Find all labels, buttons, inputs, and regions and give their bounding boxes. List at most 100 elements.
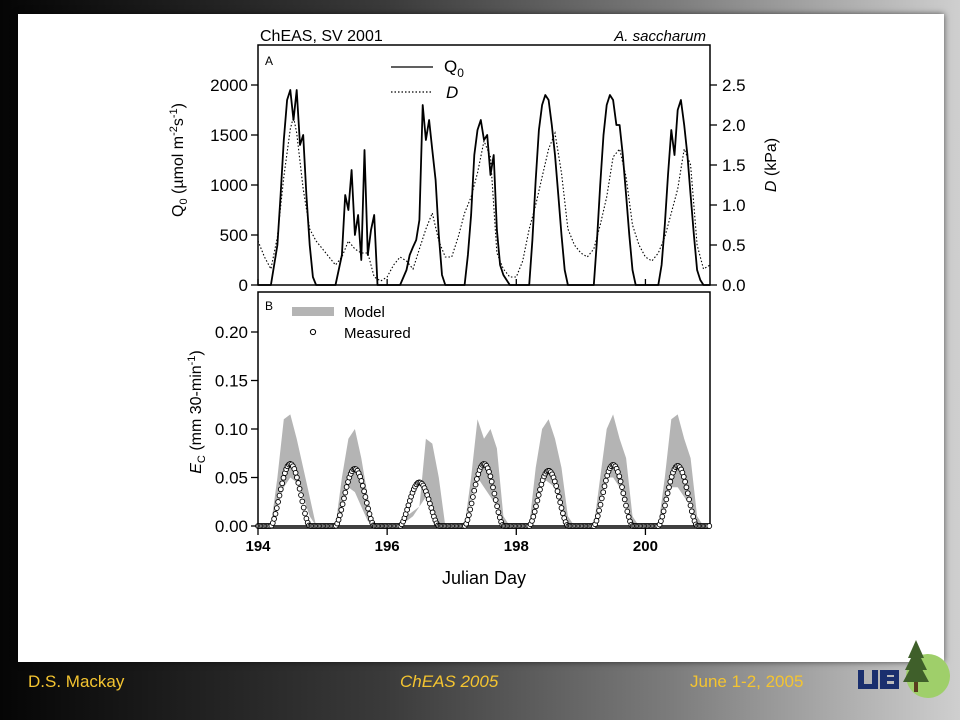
panel-b-x-tick-label: 198 xyxy=(504,538,529,555)
measured-point xyxy=(339,501,346,508)
panel-b-x-axis: 194 196 198 200 xyxy=(245,528,658,555)
panel-b-x-tick-label: 196 xyxy=(375,538,400,555)
measured-point xyxy=(342,489,349,496)
measured-point xyxy=(560,510,566,517)
panel-a-label: A xyxy=(265,54,273,68)
panel-a-species: A. saccharum xyxy=(613,28,706,45)
measured-point xyxy=(487,473,494,480)
measured-point xyxy=(302,510,308,517)
measured-point xyxy=(467,506,474,513)
measured-point xyxy=(335,516,342,523)
panel-b-label: B xyxy=(265,299,273,313)
measured-point xyxy=(299,498,306,505)
measured-point xyxy=(667,478,674,485)
panel-a-left-tick-label: 0 xyxy=(239,276,248,295)
measured-point xyxy=(598,495,605,502)
panel-a-right-tick-label: 1.5 xyxy=(722,156,746,175)
measured-point xyxy=(296,485,303,492)
series-q0-line xyxy=(258,89,710,286)
panel-b-left-axis: 0.00 0.05 0.10 0.15 0.20 xyxy=(215,323,258,536)
measured-point xyxy=(464,517,471,523)
measured-point xyxy=(663,496,670,503)
measured-point xyxy=(687,502,694,509)
measured-point xyxy=(275,499,281,505)
panel-a-left-axis: 0 500 1000 1500 2000 xyxy=(210,76,647,295)
measured-point xyxy=(551,478,558,485)
measured-point xyxy=(468,500,475,507)
panel-a-right-tick-label: 1.0 xyxy=(722,196,746,215)
panel-b-x-tick-label: 200 xyxy=(633,538,658,555)
measured-point xyxy=(494,503,500,510)
measured-point xyxy=(273,505,280,511)
measured-point xyxy=(292,469,299,476)
measured-point xyxy=(624,508,631,515)
measured-point xyxy=(623,502,629,509)
panel-b-left-tick-label: 0.15 xyxy=(215,372,248,391)
measured-point xyxy=(537,486,543,493)
ub-letters xyxy=(858,670,899,689)
panel-b-ylabel: EC (mm 30-min-1) xyxy=(186,350,208,474)
measured-point xyxy=(682,478,688,485)
measured-point xyxy=(366,511,373,517)
measured-point xyxy=(680,473,687,480)
panel-a-right-axis: 0.0 0.5 1.0 1.5 2.0 2.5 xyxy=(710,76,746,295)
measured-point xyxy=(341,495,347,502)
measured-point xyxy=(294,474,300,481)
measured-point xyxy=(556,493,562,500)
measured-point xyxy=(365,505,371,512)
measured-point xyxy=(533,503,539,510)
measured-point xyxy=(686,496,692,503)
panel-b-frame xyxy=(257,291,711,529)
measured-point xyxy=(363,500,370,506)
measured-point xyxy=(470,494,476,500)
panel-b-left-tick-label: 0.20 xyxy=(215,323,248,342)
panel-a-series xyxy=(257,89,711,286)
legend-d-label: D xyxy=(446,83,458,102)
measured-point xyxy=(660,508,667,515)
measured-point xyxy=(279,480,286,487)
measured-point xyxy=(272,511,279,517)
measured-point xyxy=(495,509,502,516)
panel-a-left-tick-label: 500 xyxy=(220,226,248,245)
measured-point xyxy=(474,476,480,482)
measured-point xyxy=(361,488,367,495)
measured-point xyxy=(594,513,601,519)
measured-point xyxy=(664,490,671,497)
measured-point xyxy=(558,505,565,511)
measured-point xyxy=(619,484,625,490)
measured-point xyxy=(553,483,560,489)
measured-point xyxy=(557,499,564,506)
measured-point xyxy=(659,513,666,520)
measured-point xyxy=(596,507,602,514)
measured-point xyxy=(616,473,623,480)
measured-point xyxy=(534,497,541,504)
measured-point xyxy=(688,508,695,515)
panel-b-x-tick-label: 194 xyxy=(245,538,271,555)
footer-event: ChEAS 2005 xyxy=(400,672,499,691)
measured-point xyxy=(295,480,302,486)
measured-point xyxy=(490,484,496,491)
legend-measured-marker xyxy=(309,328,317,336)
measured-point xyxy=(601,483,608,490)
measured-point xyxy=(343,484,350,490)
panel-a-right-tick-label: 0.0 xyxy=(722,276,746,295)
footer-author: D.S. Mackay xyxy=(28,672,125,691)
panel-b-left-tick-label: 0.10 xyxy=(215,420,248,439)
measured-point xyxy=(683,484,690,491)
legend-model-swatch xyxy=(292,307,334,316)
panel-a-title: ChEAS, SV 2001 xyxy=(260,28,383,45)
panel-a-left-tick-label: 1500 xyxy=(210,126,248,145)
measured-point xyxy=(359,482,366,489)
measured-point xyxy=(600,489,607,496)
panel-b-left-tick-label: 0.00 xyxy=(215,517,248,536)
panel-a-right-ylabel: D (kPa) xyxy=(763,138,780,192)
series-model-band xyxy=(258,414,710,526)
measured-point xyxy=(492,497,499,503)
measured-point xyxy=(597,501,604,508)
panel-b-xlabel: Julian Day xyxy=(442,568,526,588)
measured-point xyxy=(277,486,284,493)
ub-logo-icon xyxy=(858,640,950,698)
panel-a-right-tick-label: 2.0 xyxy=(722,116,746,135)
measured-point xyxy=(488,478,495,485)
measured-point xyxy=(337,512,343,519)
